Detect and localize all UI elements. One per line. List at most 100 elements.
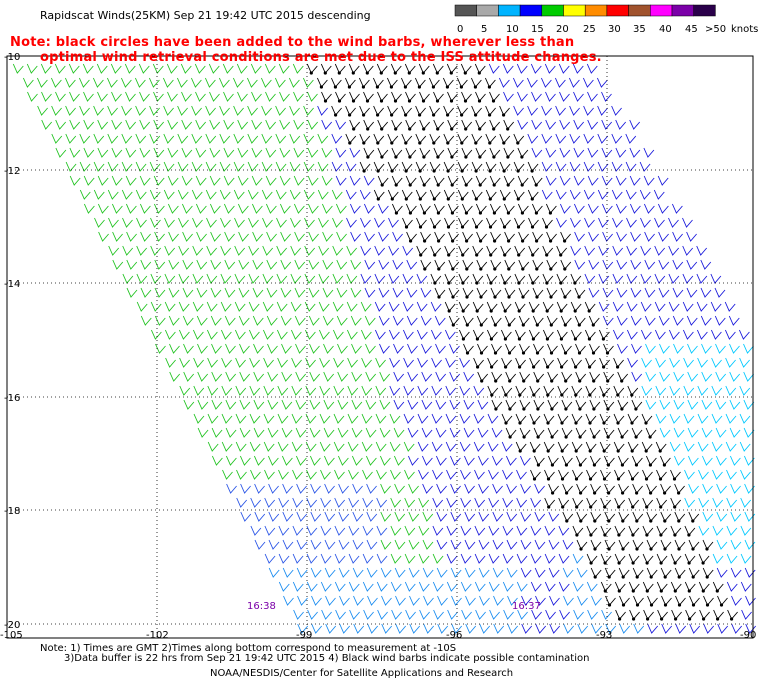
wind-barb xyxy=(629,119,641,130)
wind-barb xyxy=(475,609,486,620)
contamination-circle xyxy=(337,71,341,75)
wind-barb xyxy=(530,497,542,508)
wind-barb xyxy=(572,581,584,592)
wind-barb xyxy=(107,161,119,172)
wind-barb xyxy=(687,371,699,382)
wind-barb xyxy=(544,63,556,74)
wind-barb xyxy=(488,553,500,564)
contamination-circle xyxy=(659,561,663,565)
wind-barb xyxy=(697,385,709,396)
wind-barb xyxy=(503,91,514,102)
contamination-circle xyxy=(351,71,355,75)
wind-barb xyxy=(139,147,151,158)
wind-barb xyxy=(556,217,567,228)
wind-barb xyxy=(135,133,147,144)
wind-barb xyxy=(366,539,378,550)
contamination-circle xyxy=(351,99,356,103)
wind-barb xyxy=(591,595,602,606)
wind-barb xyxy=(250,525,262,536)
contamination-circle xyxy=(546,477,551,481)
wind-barb xyxy=(698,497,710,508)
wind-barb xyxy=(26,63,38,74)
wind-barb xyxy=(332,245,344,256)
wind-barb xyxy=(563,595,574,606)
wind-barb xyxy=(335,119,347,130)
wind-barb xyxy=(419,609,430,620)
wind-barb xyxy=(520,539,532,550)
contamination-circle xyxy=(463,71,467,75)
contamination-circle xyxy=(503,309,507,313)
wind-barb xyxy=(352,567,364,578)
wind-barb xyxy=(320,581,332,592)
wind-barb xyxy=(224,315,236,326)
wind-barb xyxy=(236,469,247,480)
wind-barb xyxy=(422,483,433,494)
wind-barb xyxy=(351,343,362,354)
wind-barb xyxy=(616,259,628,270)
wind-barb xyxy=(192,329,204,340)
wind-barb xyxy=(297,623,309,634)
contamination-circle xyxy=(592,435,596,439)
wind-barb xyxy=(69,147,81,158)
wind-barb xyxy=(250,469,261,480)
contamination-circle xyxy=(348,141,352,145)
wind-barb xyxy=(712,553,724,564)
contamination-circle xyxy=(352,127,356,131)
wind-barb xyxy=(221,413,233,424)
contamination-circle xyxy=(616,421,620,425)
wind-barb xyxy=(512,77,524,88)
colorbar-tick-label: 40 xyxy=(659,24,672,35)
contamination-circle xyxy=(432,113,436,117)
wind-barb xyxy=(612,301,624,312)
contamination-circle xyxy=(634,463,639,467)
contamination-circle xyxy=(607,519,611,523)
contamination-circle xyxy=(549,239,553,243)
contamination-circle xyxy=(404,169,408,173)
contamination-circle xyxy=(491,99,496,103)
wind-barb xyxy=(195,203,207,214)
contamination-circle xyxy=(630,449,634,453)
wind-barb xyxy=(545,91,556,102)
colorbar-tick-label: 35 xyxy=(633,24,646,35)
wind-barb xyxy=(361,441,373,452)
wind-barb xyxy=(379,399,391,410)
wind-barb xyxy=(616,315,628,326)
wind-barb xyxy=(378,287,390,298)
wind-barb xyxy=(409,595,420,606)
contamination-circle xyxy=(635,519,639,523)
wind-barb xyxy=(380,511,392,522)
wind-barb xyxy=(506,511,518,522)
wind-barb xyxy=(488,525,500,536)
contamination-circle xyxy=(503,281,507,285)
wind-barb xyxy=(319,385,331,396)
wind-barb xyxy=(548,511,560,522)
wind-barb xyxy=(559,119,571,130)
wind-barb xyxy=(658,287,670,298)
wind-barb xyxy=(225,455,237,466)
wind-barb xyxy=(304,245,316,256)
contamination-circle xyxy=(588,393,592,397)
wind-barb xyxy=(206,329,218,340)
contamination-circle xyxy=(518,421,522,425)
wind-barb xyxy=(655,357,666,368)
wind-barb xyxy=(726,581,738,592)
contamination-circle xyxy=(575,505,579,509)
wind-barb xyxy=(502,497,514,508)
wind-barb xyxy=(432,525,444,536)
wind-barb xyxy=(106,77,118,88)
contamination-circle xyxy=(506,211,510,215)
contamination-circle xyxy=(579,519,583,523)
wind-barb xyxy=(297,595,308,606)
wind-barb xyxy=(338,567,350,578)
wind-barb xyxy=(729,399,741,410)
wind-barb xyxy=(252,287,264,298)
contamination-circle xyxy=(573,281,577,285)
wind-barb xyxy=(349,147,361,158)
wind-barb xyxy=(492,539,504,550)
wind-barb xyxy=(601,147,613,158)
wind-barb xyxy=(626,301,638,312)
wind-barb xyxy=(611,161,623,172)
wind-barb xyxy=(191,105,202,116)
contamination-circle xyxy=(603,561,607,565)
contamination-circle xyxy=(479,351,484,355)
